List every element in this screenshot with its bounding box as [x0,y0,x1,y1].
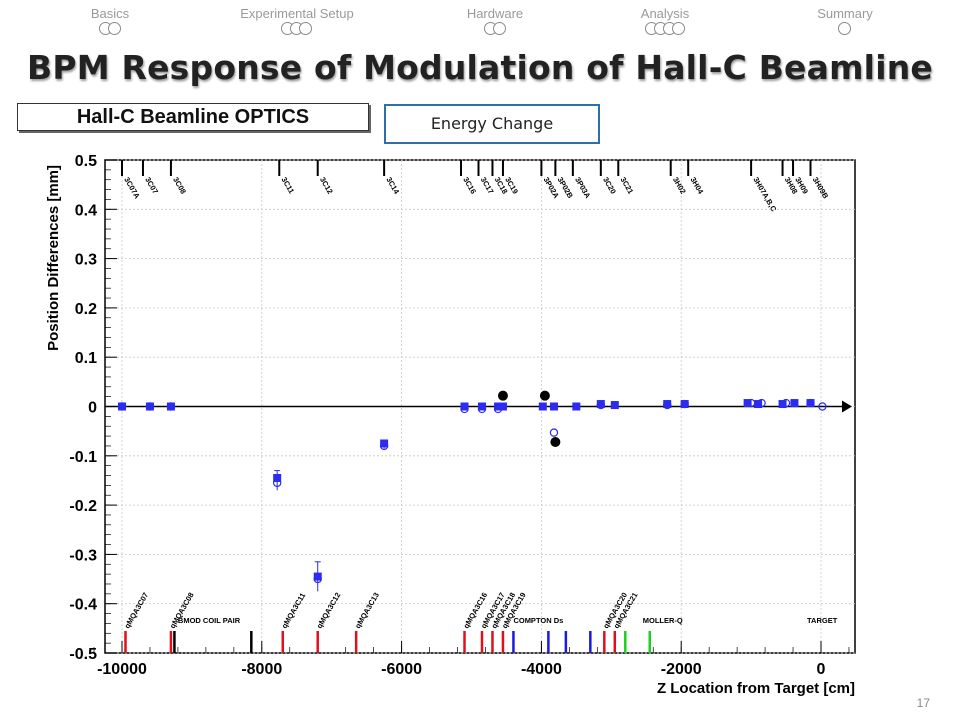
nav-slide-dot[interactable] [671,22,685,35]
data-point-open-circle [806,398,815,408]
data-point-filled-square [477,402,486,411]
y-tick-label: 0.1 [75,350,97,367]
section-navigation: Basics Experimental Setup Hardware Analysis… [0,0,960,40]
data-point-black [497,390,508,401]
y-axis-title: Position Differences [mm] [45,165,62,351]
data-point-open-circle [145,402,155,411]
x-tick-label: -8000 [241,661,282,678]
data-point-filled-square [313,572,322,581]
x-tick-label: -4000 [521,661,562,678]
y-tick-label: 0 [88,400,97,417]
region-label: BMOD COIL PAIR [178,616,241,625]
region-label: TARGET [807,616,838,625]
nav-slide-dot[interactable] [107,22,121,35]
region-label: COMPTON Ds [513,616,563,625]
x-tick-label: -6000 [381,661,422,678]
y-tick-label: 0.5 [75,153,97,170]
data-point-open-circle [663,400,672,410]
y-tick-label: -0.2 [69,498,97,515]
data-point-open-circle [117,402,127,411]
slide-title: BPM Response of Modulation of Hall-C Bea… [27,48,933,87]
data-point-filled-square [498,402,507,411]
data-point-open-circle [272,478,282,488]
nav-section-hardware[interactable]: Hardware [466,6,524,21]
x-axis-title: Z Location from Target [cm] [657,680,855,697]
data-point-filled-square [549,402,558,411]
data-point-open-circle [549,428,559,437]
data-point-open-circle [493,404,503,414]
y-tick-label: -0.5 [69,646,97,663]
nav-section-experimental-setup[interactable]: Experimental Setup [240,6,354,21]
data-point-open-circle [313,574,322,584]
region-label: MOLLER-Q [643,616,683,625]
nav-slide-dot[interactable] [299,22,312,35]
data-point-open-circle [460,404,469,414]
y-tick-label: 0.3 [75,252,97,269]
nav-slide-dot[interactable] [838,22,851,35]
y-tick-label: 0.2 [75,301,97,318]
nav-section-summary[interactable]: Summary [817,6,873,21]
data-point-open-circle [166,402,176,411]
beamline-arrow [842,400,852,413]
nav-section-basics[interactable]: Basics [90,6,130,21]
beamline-optics-label: Hall-C Beamline OPTICS [17,103,369,131]
data-point-filled-square [273,473,282,482]
data-point-open-circle [477,404,487,414]
data-point-filled-square [572,402,581,411]
x-tick-label: -10000 [97,661,147,678]
data-point-open-circle [818,402,827,411]
slide-number: 17 [916,696,930,710]
data-point-open-circle [746,398,756,408]
nav-section-analysis[interactable]: Analysis [640,6,690,21]
y-tick-label: -0.1 [69,449,97,466]
data-point-filled-square [790,399,799,408]
energy-change-label: Energy Change [384,104,600,144]
data-point-open-circle [680,399,689,409]
y-tick-label: 0.4 [75,202,97,219]
data-point-filled-square [380,439,389,448]
data-point-open-circle [781,398,791,408]
x-tick-label: -2000 [661,661,702,678]
y-tick-label: -0.3 [69,547,97,564]
data-point-filled-square [610,401,619,410]
data-point-black [550,436,561,447]
nav-slide-dot[interactable] [492,22,506,35]
y-tick-label: -0.4 [69,597,97,614]
data-point-open-circle [379,441,389,451]
data-point-open-circle [596,400,606,410]
data-point-black [539,390,550,401]
data-point-open-circle [757,398,766,408]
x-tick-label: 0 [817,661,826,678]
data-point-filled-square [460,402,469,411]
data-point-filled-square [538,402,547,411]
